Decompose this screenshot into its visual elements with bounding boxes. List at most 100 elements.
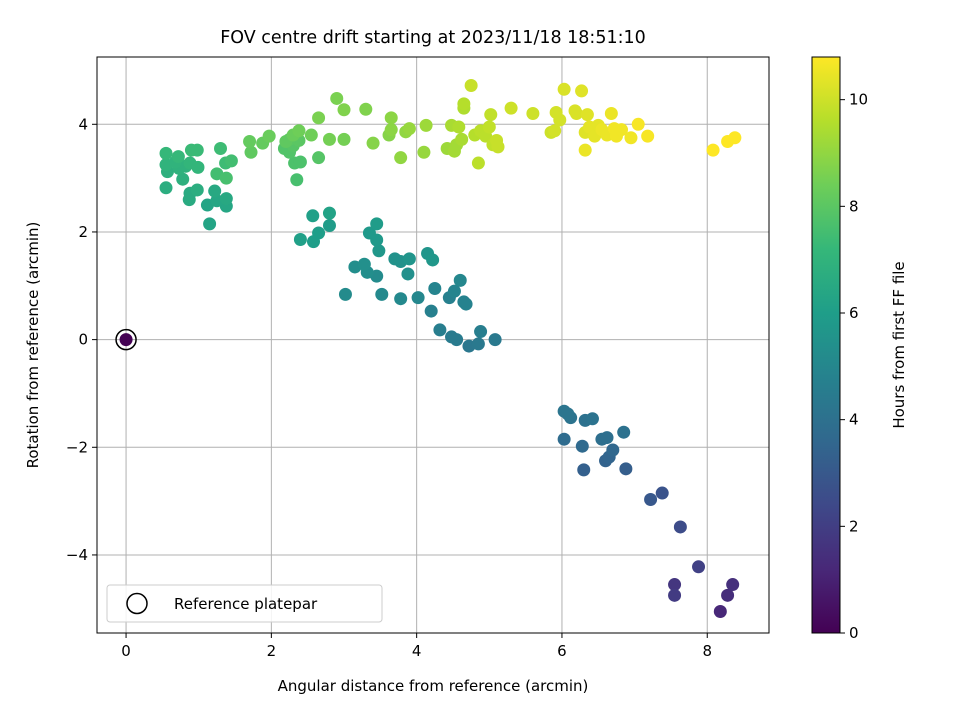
data-point [655,486,669,500]
data-point [401,267,415,281]
colorbar-tick-label: 4 [849,411,859,429]
data-point [337,132,351,146]
grid [97,57,769,633]
data-point [577,463,591,477]
data-point [433,323,447,337]
data-point [293,155,307,169]
data-point [191,160,205,174]
reference-marker [115,328,137,351]
data-point [668,578,682,592]
colorbar-ticks: 0 2 4 6 8 10 [840,91,868,642]
colorbar-label: Hours from first FF file [890,261,908,428]
data-point [203,217,217,231]
legend-marker-icon [126,592,148,615]
data-point [219,171,233,185]
data-point [306,209,320,223]
data-point [159,181,173,195]
colorbar-tick-label: 6 [849,304,859,322]
data-point [176,172,190,186]
data-point [561,407,575,421]
data-point [488,333,502,347]
data-point [726,578,740,592]
data-point [384,123,398,137]
data-point [575,84,589,98]
data-point [641,129,655,143]
data-point [569,107,583,121]
data-point [644,492,658,506]
plot-frame [96,56,770,634]
y-tick-label: −4 [66,546,88,564]
y-tick-label: 2 [78,223,88,241]
data-point [292,124,306,138]
data-point [615,123,629,137]
data-point [384,111,398,125]
data-point [337,103,351,117]
data-point [357,257,371,271]
x-tick-label: 4 [412,642,422,660]
data-point [453,273,467,287]
data-point [706,143,720,157]
data-point [293,232,307,246]
data-point [482,120,496,134]
data-point [447,284,461,298]
y-axis-label: Rotation from reference (arcmin) [24,222,42,469]
data-point [553,113,567,127]
colorbar-tick-label: 8 [849,197,859,215]
data-point [424,304,438,318]
data-point [484,108,498,122]
data-point [375,287,389,301]
data-point [585,412,599,426]
x-tick-label: 0 [121,642,131,660]
data-point [362,226,376,240]
data-point [411,291,425,305]
legend: Reference platepar [106,584,383,623]
data-point [631,117,645,131]
data-point [366,136,380,150]
data-point [668,588,682,602]
data-point [262,129,276,143]
chart-title: FOV centre drift starting at 2023/11/18 … [220,28,646,48]
colorbar-tick-label: 0 [849,624,859,642]
x-tick-label: 8 [702,642,712,660]
data-point [526,107,540,121]
legend-entry-reference-platepar: Reference platepar [174,595,318,613]
data-point [575,439,589,453]
data-point [224,154,238,168]
data-point [312,111,326,125]
y-axis-ticks: −4 −2 0 2 4 [66,115,97,564]
data-point [471,337,485,351]
data-point [490,133,504,147]
data-point [452,120,466,134]
data-point [402,122,416,136]
data-point [445,330,459,344]
data-point [417,145,431,159]
data-point [243,135,257,149]
x-axis-ticks: 0 2 4 6 8 [121,633,712,660]
data-point [394,151,408,165]
data-point [557,82,571,96]
colorbar-frame [811,56,841,634]
colorbar-gradient [812,57,840,633]
data-point [322,132,336,146]
data-point [606,443,620,457]
data-point [617,425,631,439]
colorbar-tick-label: 2 [849,517,859,535]
data-point [464,79,478,93]
data-point [394,292,408,306]
data-point [312,151,326,165]
y-tick-label: 0 [78,331,88,349]
data-point [721,588,735,602]
data-point [692,560,706,574]
data-point [119,333,133,347]
data-point [457,97,471,111]
data-point [214,142,228,156]
data-point [419,118,433,132]
data-point [190,143,204,157]
data-point [474,325,488,339]
colorbar-tick-label: 10 [849,91,868,109]
data-point [402,252,416,266]
data-point [322,218,336,232]
data-point [219,192,233,206]
data-point [548,124,562,138]
data-point [728,131,742,145]
